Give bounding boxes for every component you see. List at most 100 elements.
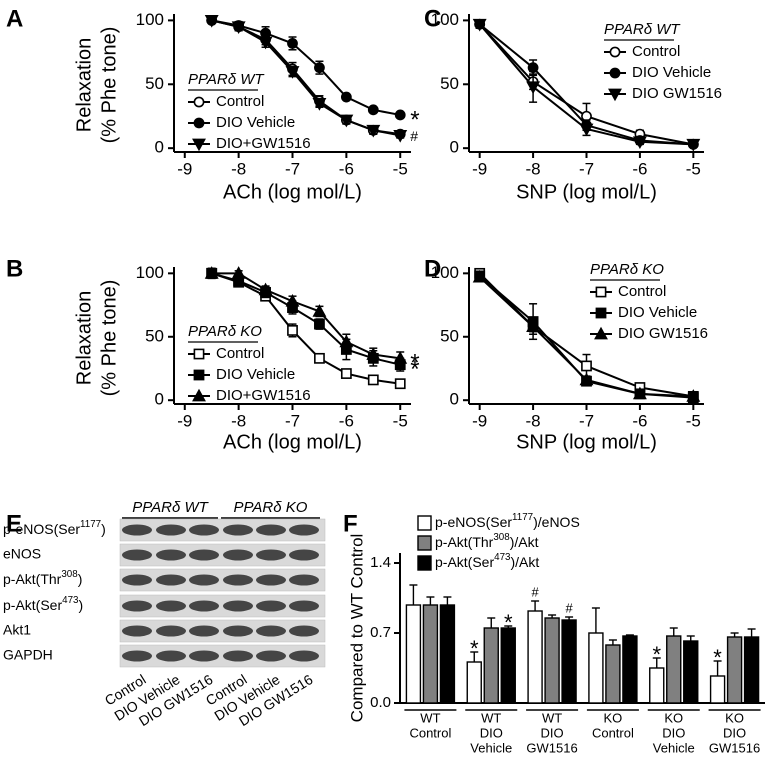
legend-title: PPARδ WT [188, 71, 265, 88]
row-label: p-Akt(Thr308) [3, 569, 82, 587]
x-tick-label: -5 [393, 411, 408, 430]
bar [527, 610, 543, 704]
blot-band [189, 524, 219, 536]
x-tick-label: -5 [393, 159, 408, 178]
row-label: Akt1 [3, 622, 31, 638]
marker [472, 269, 487, 283]
marker [258, 282, 273, 296]
legend-title: PPARδ KO [590, 261, 664, 278]
blot-band [289, 574, 319, 586]
y-axis-label: (% Phe tone) [98, 280, 120, 397]
blot-band [122, 524, 152, 536]
row-label: GAPDH [3, 647, 53, 663]
row-label: p-Akt(Ser473) [3, 595, 83, 613]
blot-strip [119, 568, 326, 592]
text-part: p-Akt(Thr [435, 534, 494, 550]
blot-band [223, 524, 253, 536]
panel-letter: F [343, 510, 358, 537]
y-tick-label: 1.4 [370, 554, 391, 571]
legend-label: DIO Vehicle [618, 304, 697, 321]
bar [422, 604, 439, 704]
x-tick-label: -6 [632, 159, 647, 178]
legend-label: DIO+GW1516 [216, 387, 311, 404]
superscript: 1177 [512, 512, 533, 523]
y-tick-label: 50 [440, 326, 459, 345]
marker [231, 21, 246, 35]
marker [609, 46, 621, 58]
y-tick-label: 100 [431, 10, 459, 29]
y-tick-label: 0.0 [370, 694, 391, 711]
marker [366, 124, 381, 138]
marker [258, 36, 273, 50]
significance-marker: # [531, 584, 539, 599]
legend-label: p-eNOS(Ser1177)/eNOS [435, 512, 580, 530]
marker [204, 14, 219, 28]
marker [632, 136, 647, 150]
marker [285, 66, 300, 79]
y-axis-label: Relaxation [73, 38, 95, 133]
blot-band [256, 524, 286, 536]
marker [595, 307, 607, 319]
marker [608, 88, 622, 102]
row-label: eNOS [3, 546, 41, 562]
marker [579, 123, 594, 137]
blot-band [156, 625, 186, 637]
group-label: PPARδ WT [132, 499, 209, 516]
blot-band [223, 574, 253, 586]
blot-band [156, 549, 186, 561]
significance-marker: # [410, 128, 418, 144]
x-tick-label: -9 [472, 159, 487, 178]
legend-label: DIO Vehicle [632, 64, 711, 81]
legend-label: Control [216, 93, 264, 110]
x-tick-label: GW1516 [709, 740, 760, 755]
y-axis-label: (% Phe tone) [98, 27, 120, 144]
marker [366, 347, 381, 360]
x-tick-label: -8 [231, 159, 246, 178]
marker [314, 318, 325, 330]
blot-band [223, 600, 253, 612]
bar [500, 627, 516, 704]
blot-band [256, 600, 286, 612]
bar [743, 636, 760, 704]
marker [394, 378, 406, 390]
x-axis-label: SNP (log mol/L) [516, 431, 657, 453]
marker [526, 319, 541, 333]
blot-strip [119, 644, 326, 668]
marker [314, 62, 325, 74]
panel-letter: D [424, 255, 441, 282]
bar [483, 627, 499, 704]
x-tick-label: -9 [472, 411, 487, 430]
x-tick-label: Vehicle [470, 740, 512, 755]
blot-band [223, 625, 253, 637]
marker [193, 117, 205, 129]
x-tick-label: -7 [285, 159, 300, 178]
blot-band [189, 574, 219, 586]
marker [595, 286, 607, 298]
marker [686, 389, 701, 402]
text-part: )/Akt [510, 534, 539, 550]
x-tick-label: Control [592, 725, 634, 740]
x-tick-label: -5 [686, 411, 701, 430]
x-axis-label: ACh (log mol/L) [223, 431, 362, 453]
blot-band [189, 625, 219, 637]
marker [285, 293, 300, 307]
marker [340, 91, 352, 103]
legend-label: DIO Vehicle [216, 114, 295, 131]
x-tick-label: KO [604, 710, 623, 725]
marker [340, 368, 352, 379]
x-tick-label: Vehicle [653, 740, 695, 755]
blot-band [122, 650, 152, 662]
marker [472, 18, 487, 32]
legend-label: p-Akt(Ser473)/Akt [435, 552, 539, 570]
blot-band [122, 625, 152, 637]
x-tick-label: WT [542, 710, 562, 725]
bar [544, 617, 560, 704]
group-label: PPARδ KO [234, 499, 308, 516]
significance-marker: # [565, 600, 573, 615]
blot-band [256, 574, 286, 586]
panel-letter: A [6, 5, 23, 32]
marker [339, 114, 354, 128]
marker [314, 352, 325, 364]
text-part: )/Akt [510, 554, 539, 570]
marker [581, 360, 592, 372]
